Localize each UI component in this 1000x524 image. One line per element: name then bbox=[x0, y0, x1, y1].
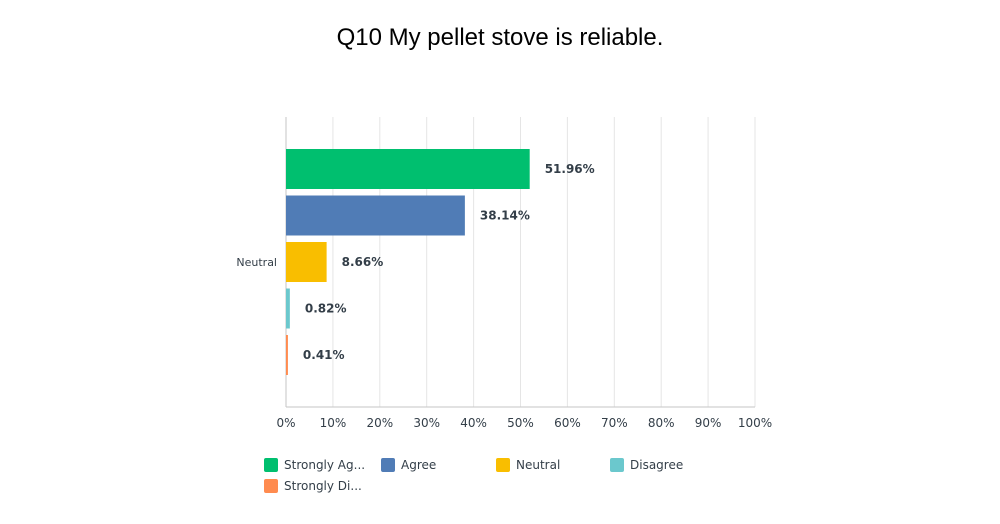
legend-label: Agree bbox=[401, 458, 437, 472]
legend-label: Strongly Di... bbox=[284, 479, 362, 493]
legend-item: Disagree bbox=[610, 456, 683, 474]
x-tick-label: 20% bbox=[366, 416, 393, 430]
legend-swatch bbox=[496, 458, 510, 472]
legend-label: Strongly Ag... bbox=[284, 458, 366, 472]
bar-3 bbox=[286, 288, 290, 329]
value-label: 0.82% bbox=[305, 302, 347, 316]
x-tick-label: 0% bbox=[276, 416, 295, 430]
legend-item: Agree bbox=[381, 456, 436, 474]
bar-4 bbox=[286, 335, 288, 375]
y-tick-label: Neutral bbox=[236, 256, 277, 269]
bar-1 bbox=[286, 195, 465, 236]
bar-2 bbox=[286, 242, 327, 282]
value-label: 0.41% bbox=[303, 348, 345, 362]
x-tick-label: 40% bbox=[460, 416, 487, 430]
legend-label: Neutral bbox=[516, 458, 561, 472]
x-tick-label: 30% bbox=[413, 416, 440, 430]
legend-swatch bbox=[610, 458, 624, 472]
legend-item: Strongly Di... bbox=[264, 477, 362, 495]
x-tick-label: 60% bbox=[554, 416, 581, 430]
legend-item: Strongly Ag... bbox=[264, 456, 365, 474]
x-tick-label: 50% bbox=[507, 416, 534, 430]
legend-swatch bbox=[381, 458, 395, 472]
value-label: 8.66% bbox=[342, 255, 384, 269]
value-label: 51.96% bbox=[545, 162, 595, 176]
x-tick-label: 100% bbox=[738, 416, 772, 430]
bar-chart: 0% 10% 20% 30% 40% 50% 60% 70% 80% 90% 100% 51.96% 3… bbox=[236, 117, 772, 430]
x-tick-label: 90% bbox=[695, 416, 722, 430]
legend-item: Neutral bbox=[496, 456, 560, 474]
legend-label: Disagree bbox=[630, 458, 684, 472]
value-label: 38.14% bbox=[480, 209, 530, 223]
legend-swatch bbox=[264, 458, 278, 472]
chart-title: Q10 My pellet stove is reliable. bbox=[336, 24, 664, 51]
legend-swatch bbox=[264, 479, 278, 493]
x-tick-label: 10% bbox=[320, 416, 347, 430]
x-tick-label: 80% bbox=[648, 416, 675, 430]
bar-0 bbox=[286, 149, 530, 189]
x-tick-label: 70% bbox=[601, 416, 628, 430]
